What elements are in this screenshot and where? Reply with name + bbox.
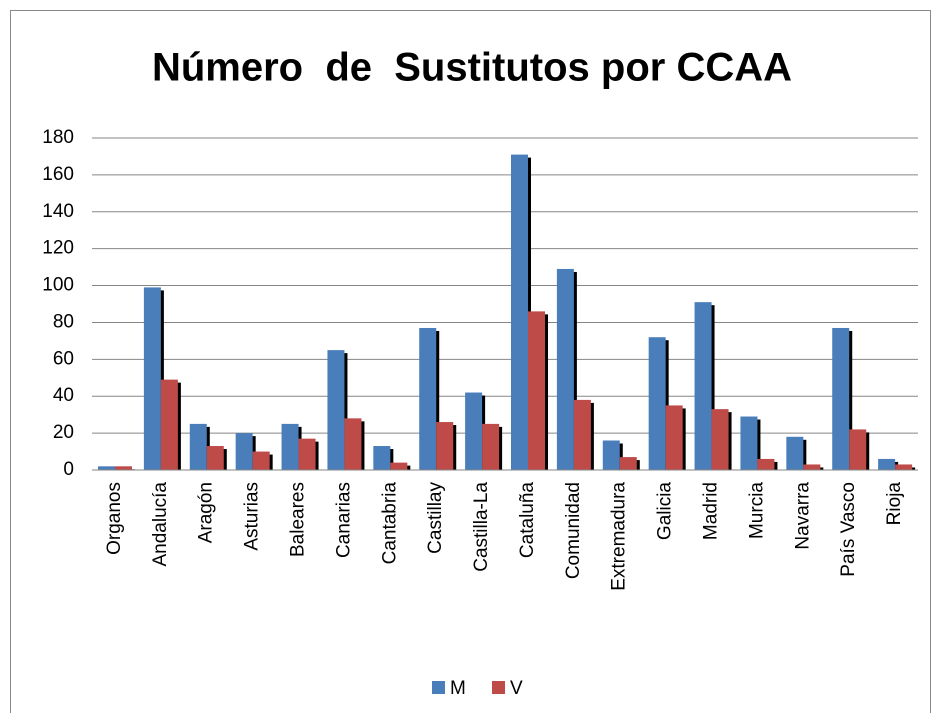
x-tick-label: Aragón	[196, 482, 217, 543]
bar	[143, 287, 161, 470]
x-tick-label: Cantabria	[379, 482, 400, 565]
bar	[786, 436, 804, 470]
bar	[648, 337, 666, 470]
bar	[298, 438, 316, 470]
bar	[619, 457, 637, 470]
y-tick-label: 40	[53, 385, 74, 406]
y-tick-label: 160	[42, 164, 74, 185]
x-tick-label: Cataluña	[517, 482, 538, 558]
bar	[344, 418, 362, 470]
x-tick-label: Madrid	[701, 482, 722, 540]
bar	[390, 462, 408, 470]
y-tick-label: 20	[53, 422, 74, 443]
bar	[235, 433, 253, 470]
x-tick-label: Baleares	[288, 482, 309, 557]
bar	[206, 446, 224, 470]
x-tick-label: Galicia	[655, 482, 676, 541]
bar	[511, 154, 528, 470]
bar	[849, 429, 867, 470]
bar	[694, 302, 712, 470]
x-tick-label: Comunidad	[563, 482, 584, 579]
y-tick-label: 60	[53, 348, 74, 369]
bar	[757, 458, 775, 470]
legend-label: V	[510, 678, 523, 699]
x-tick-label: Murcia	[746, 482, 767, 539]
bar	[573, 399, 591, 470]
bar	[252, 451, 270, 470]
bar	[878, 458, 896, 470]
legend-swatch	[492, 681, 505, 694]
bar	[115, 466, 132, 470]
y-tick-label: 0	[63, 459, 74, 480]
x-tick-label: Castilla-La	[471, 482, 492, 572]
bar	[711, 409, 729, 470]
bar	[602, 440, 620, 470]
x-tick-label: Castillay	[425, 482, 446, 554]
y-tick-label: 80	[53, 311, 74, 332]
bar	[419, 327, 437, 470]
x-tick-label: Navarra	[792, 482, 813, 550]
bar	[436, 422, 454, 470]
y-tick-label: 120	[42, 238, 74, 259]
bar	[160, 379, 178, 470]
y-tick-label: 100	[42, 275, 74, 296]
bar	[189, 423, 207, 470]
bar	[281, 423, 299, 470]
bar	[98, 466, 115, 470]
bar	[373, 446, 391, 470]
y-tick-label: 140	[42, 201, 74, 222]
x-tick-label: País Vasco	[838, 482, 859, 577]
bar	[832, 327, 850, 470]
x-tick-label: Asturias	[242, 482, 263, 551]
x-tick-label: Organos	[104, 482, 125, 555]
bar	[895, 464, 913, 470]
bar	[803, 464, 821, 470]
chart-frame	[10, 10, 931, 713]
x-tick-label: Andalucía	[150, 482, 171, 567]
bar	[556, 268, 574, 470]
bar	[465, 392, 483, 470]
bar	[528, 311, 545, 470]
legend-swatch	[432, 681, 445, 694]
x-tick-label: Extremadura	[609, 482, 630, 591]
bar	[482, 423, 500, 470]
legend-label: M	[450, 678, 466, 699]
chart-title: Número de Sustitutos por CCAA	[152, 46, 792, 90]
bar	[327, 350, 345, 470]
bar	[665, 405, 683, 470]
y-tick-label: 180	[42, 127, 74, 148]
x-tick-label: Canarias	[333, 482, 354, 558]
bar	[740, 416, 758, 470]
x-tick-label: Rioja	[884, 482, 905, 526]
